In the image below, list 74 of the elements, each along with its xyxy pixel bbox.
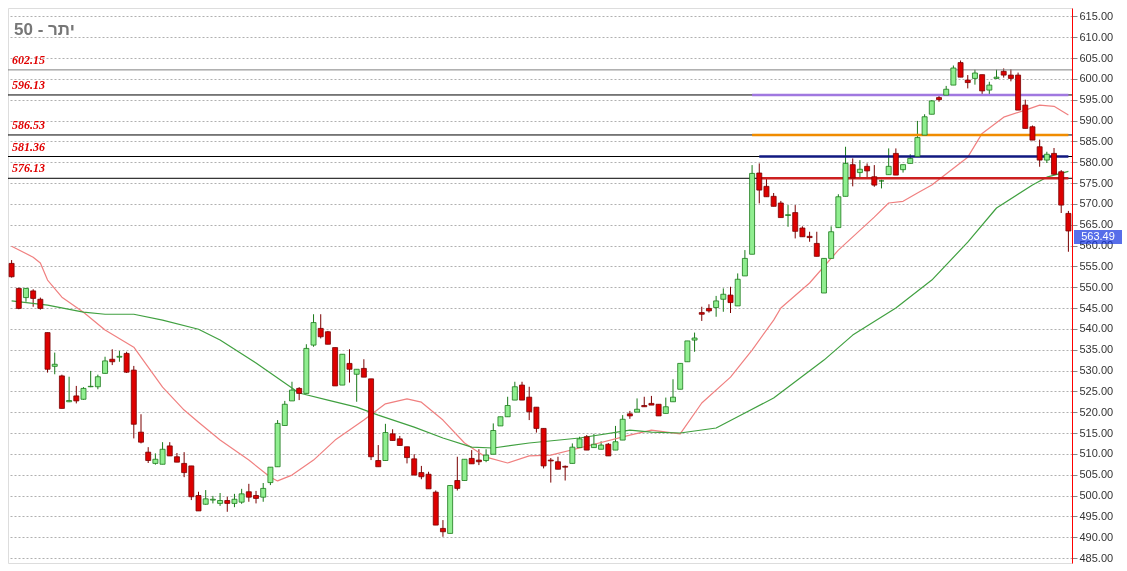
ref-line-label: 581.36 <box>12 139 45 154</box>
candlestick <box>785 204 791 228</box>
candlestick <box>619 414 626 441</box>
candlestick <box>857 159 863 179</box>
y-tick-label: 500.00 <box>1079 489 1114 501</box>
line-series <box>11 170 1070 449</box>
y-tick-label: 505.00 <box>1079 468 1114 481</box>
candlestick <box>979 74 986 96</box>
candlestick <box>66 376 73 403</box>
candlestick <box>375 444 382 468</box>
candlestick <box>885 147 892 176</box>
ref-line-label: 576.13 <box>12 161 45 176</box>
y-tick-label: 540.00 <box>1079 322 1114 335</box>
candlestick <box>892 147 899 176</box>
y-tick-label: 525.00 <box>1079 384 1114 397</box>
candlestick <box>1036 139 1043 168</box>
candlestick <box>741 249 748 277</box>
y-tick-label: 605.00 <box>1079 51 1114 64</box>
text: 563.49 <box>1081 229 1115 242</box>
candlestick <box>634 397 640 413</box>
y-tick-label: 595.00 <box>1079 93 1114 106</box>
candlestick <box>360 358 367 378</box>
candlestick <box>1065 210 1072 253</box>
y-tick-label: 545.00 <box>1079 301 1114 314</box>
candlestick <box>914 120 921 157</box>
candlestick <box>51 352 58 375</box>
y-tick-label: 585.00 <box>1079 134 1114 147</box>
ref-line-label: 586.53 <box>12 117 45 132</box>
candlestick <box>346 348 353 384</box>
y-tick-label: 555.00 <box>1079 259 1114 272</box>
y-tick-label: 520.00 <box>1079 405 1114 418</box>
candlestick <box>511 381 518 401</box>
y-tick-label: 590.00 <box>1079 114 1114 126</box>
candlestick <box>849 157 856 187</box>
line-series <box>11 104 1070 482</box>
ref-line-label: 602.15 <box>12 52 45 67</box>
candlestick <box>921 113 928 136</box>
candlestick <box>440 519 446 538</box>
candlestick <box>713 295 720 318</box>
ref-line-label: 596.13 <box>12 77 45 92</box>
y-tick-label: 570.00 <box>1079 197 1114 210</box>
candlestick <box>670 378 676 403</box>
candlestick <box>950 65 957 86</box>
candlestick <box>727 286 734 314</box>
candlestick <box>454 456 461 491</box>
y-tick-label: 530.00 <box>1079 364 1114 376</box>
y-tick-label: 580.00 <box>1079 155 1114 168</box>
candlestick <box>871 164 878 188</box>
candlestick <box>626 410 633 420</box>
candlestick <box>138 413 144 444</box>
y-tick-label: 495.00 <box>1079 509 1114 522</box>
y-tick-label: 550.00 <box>1079 280 1114 293</box>
y-tick-label: 485.00 <box>1079 551 1114 564</box>
text: 50 - יתר <box>14 20 75 39</box>
candlestick <box>353 368 360 403</box>
candlestick <box>289 381 295 402</box>
y-tick-label: 565.00 <box>1079 218 1114 231</box>
candlestick <box>310 313 317 348</box>
candlestick <box>706 303 712 314</box>
y-tick-label: 600.00 <box>1079 72 1114 85</box>
candlestick <box>972 69 978 86</box>
candlestick <box>864 162 871 179</box>
candlestick <box>720 287 727 313</box>
y-tick-label: 615.00 <box>1079 9 1114 22</box>
y-tick-label: 490.00 <box>1079 530 1114 543</box>
y-tick-label: 515.00 <box>1079 426 1114 439</box>
candlestick <box>612 425 619 451</box>
candlestick <box>461 458 468 481</box>
y-tick-label: 510.00 <box>1079 447 1114 460</box>
y-tick-label: 575.00 <box>1079 176 1114 189</box>
y-tick-label: 535.00 <box>1079 343 1114 356</box>
candlestick <box>260 482 267 503</box>
candlestick <box>813 231 820 257</box>
y-tick-label: 610.00 <box>1079 30 1114 43</box>
